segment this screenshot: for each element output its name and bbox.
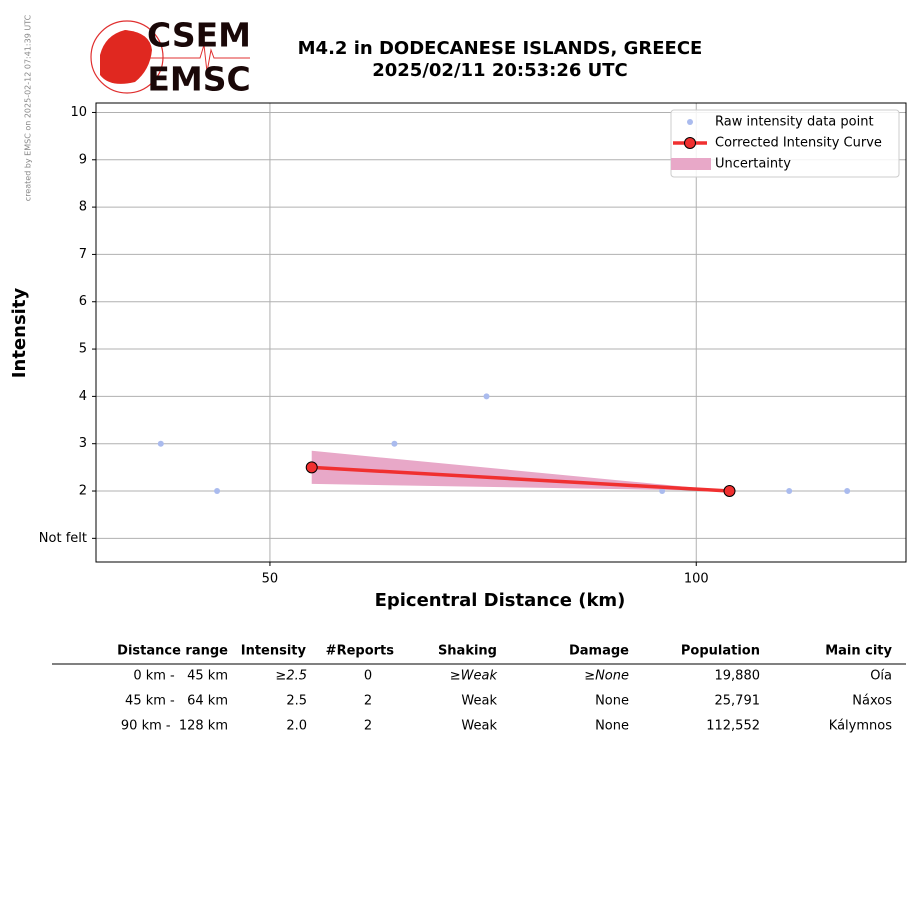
table-cell: Kálymnos xyxy=(829,719,892,734)
data-point xyxy=(659,488,666,495)
y-tick-label: 4 xyxy=(79,389,87,404)
table-cell: 90 km - 128 km xyxy=(121,719,228,734)
y-tick-label: 2 xyxy=(79,484,87,499)
data-point xyxy=(786,488,793,495)
y-axis-label: Intensity xyxy=(9,288,30,379)
legend-label: Corrected Intensity Curve xyxy=(715,136,882,151)
table-cell: 0 xyxy=(364,669,372,684)
table-header: Damage xyxy=(569,644,629,659)
legend: Raw intensity data point Corrected Intens… xyxy=(670,109,900,178)
legend-label: Uncertainty xyxy=(715,157,791,172)
table-header: Population xyxy=(681,644,760,659)
curve-marker xyxy=(305,461,318,474)
data-point xyxy=(157,440,164,447)
table-header: #Reports xyxy=(326,644,395,659)
table-header: Intensity xyxy=(241,644,307,659)
data-point xyxy=(391,440,398,447)
plot-frame xyxy=(95,102,907,563)
y-tick-label: 3 xyxy=(79,436,87,451)
legend-swatch xyxy=(671,158,711,170)
curve xyxy=(311,465,730,493)
table-cell: 2.0 xyxy=(286,719,307,734)
table-cell: ≥2.5 xyxy=(275,669,307,684)
legend-swatch xyxy=(684,137,696,149)
plot-area xyxy=(157,393,851,498)
table-cell: 2 xyxy=(364,719,372,734)
table-cell: Oía xyxy=(870,669,892,684)
logo: CSEM EMSC xyxy=(90,16,251,99)
creation-note: created by EMSC on 2025-02-12 07:41:39 U… xyxy=(24,14,33,201)
y-tick-label: Not felt xyxy=(39,531,87,546)
table-cell: None xyxy=(595,719,629,734)
table: Distance range Intensity #Reports Shaking Da… xyxy=(117,644,892,734)
y-tick-label: 9 xyxy=(79,152,87,167)
table-header: Main city xyxy=(825,644,892,659)
table-cell: Weak xyxy=(461,719,497,734)
logo-map xyxy=(100,30,152,84)
axes: Not felt 2 3 4 5 6 7 8 9 10 50 100 xyxy=(39,105,709,587)
legend-label: Raw intensity data point xyxy=(715,115,874,130)
logo-circle xyxy=(90,20,164,94)
chart-subtitle: 2025/02/11 20:53:26 UTC xyxy=(372,60,628,81)
x-tick-label: 50 xyxy=(262,572,279,587)
table-cell: 0 km - 45 km xyxy=(133,669,228,684)
x-tick-label: 100 xyxy=(684,572,709,587)
table-cell: Náxos xyxy=(852,694,892,709)
table-cell: 19,880 xyxy=(715,669,761,684)
logo-text: EMSC xyxy=(147,60,250,99)
logo-wave xyxy=(150,44,250,73)
y-tick-label: 5 xyxy=(79,342,87,357)
table-cell: 2.5 xyxy=(286,694,307,709)
table-cell: 112,552 xyxy=(706,719,760,734)
table-cell: ≥Weak xyxy=(450,669,498,684)
curve-marker xyxy=(723,485,736,498)
table-cell: 25,791 xyxy=(715,694,761,709)
x-axis-label: Epicentral Distance (km) xyxy=(375,590,626,611)
legend-swatch xyxy=(687,119,693,125)
logo-text: CSEM xyxy=(147,16,251,55)
table-cell: None xyxy=(595,694,629,709)
table-cell: Weak xyxy=(461,694,497,709)
chart-title: M4.2 in DODECANESE ISLANDS, GREECE xyxy=(298,38,703,59)
y-tick-label: 10 xyxy=(70,105,87,120)
data-point xyxy=(214,488,221,495)
table-cell: 2 xyxy=(364,694,372,709)
y-tick-label: 8 xyxy=(79,200,87,215)
data-point xyxy=(483,393,490,400)
y-tick-label: 6 xyxy=(79,294,87,309)
legend-box xyxy=(670,109,900,178)
y-tick-label: 7 xyxy=(79,247,87,262)
table-cell: 45 km - 64 km xyxy=(125,694,228,709)
table-header: Shaking xyxy=(438,644,497,659)
table-header: Distance range xyxy=(117,644,228,659)
data-point xyxy=(844,488,851,495)
table-cell: ≥None xyxy=(584,669,629,684)
uncertainty-band xyxy=(311,450,730,492)
